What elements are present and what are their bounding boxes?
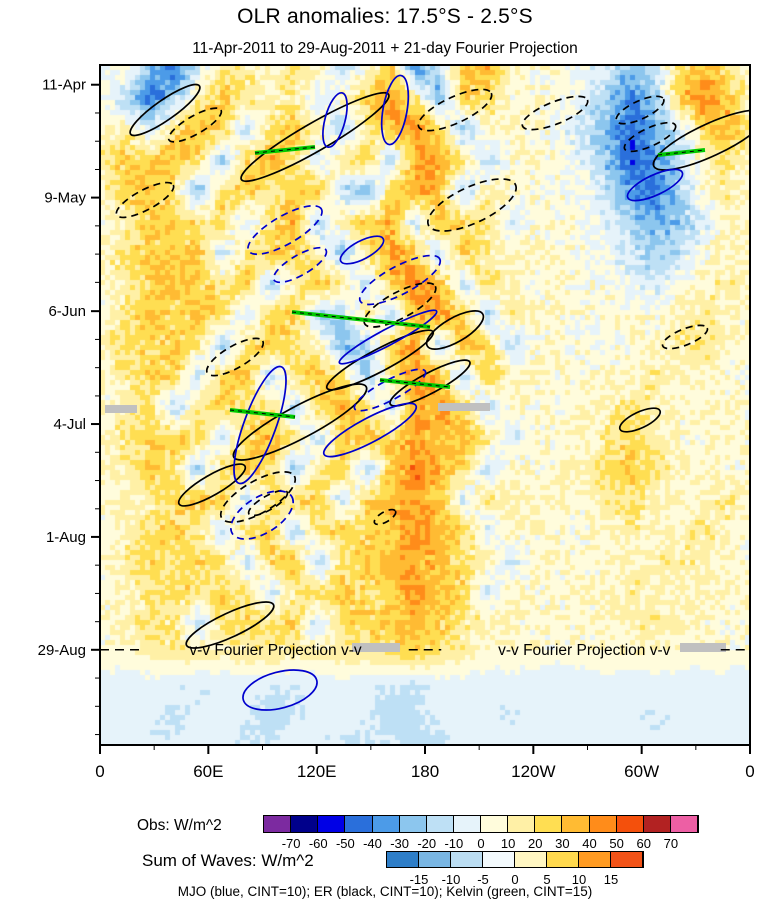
colorbar-segment [547,852,579,867]
colorbar-tick-label: 10 [571,872,587,887]
colorbar-tick-label: 20 [528,836,543,851]
y-tick-label: 11-Apr [42,77,86,94]
colorbar-tick-label: 0 [477,836,485,851]
colorbar-tick-label: -10 [444,836,464,851]
waves-colorbar: -15 -10 -5 0 5 10 15 [386,851,644,887]
colorbar-segment [579,852,611,867]
y-tick-label: 9-May [44,190,86,207]
colorbar-segment [589,816,617,832]
colorbar-segment [419,852,451,867]
colorbar-segment [643,816,671,832]
colorbar-tick-label: -10 [441,872,461,887]
colorbar-tick-label: -70 [281,836,301,851]
colorbar-tick-label: 30 [555,836,570,851]
waves-colorbar-label: Sum of Waves: W/m^2 [142,851,314,870]
colorbar-segment [399,816,427,832]
colorbar-tick-label: 50 [609,836,624,851]
colorbar-segment [515,852,547,867]
colorbar-tick-label: 5 [543,872,551,887]
colorbar-segment [611,852,643,867]
colorbar-segment [345,816,373,832]
colorbar-tick-label: 70 [663,836,679,851]
chart-subtitle: 11-Apr-2011 to 29-Aug-2011 + 21-day Four… [192,40,578,57]
anomaly-field-canvas [100,65,750,745]
y-tick-label: 4-Jul [53,416,86,433]
colorbar-tick-label: -5 [477,872,489,887]
x-tick-label: 60E [193,762,223,781]
x-tick-label: 120E [297,762,337,781]
colorbar-tick-label: -15 [409,872,429,887]
colorbar-segment [508,816,536,832]
colorbar-tick-label: -30 [390,836,410,851]
colorbar-segment [535,816,563,832]
colorbar-tick-label: 10 [500,836,516,851]
obs-colorbar-label: Obs: W/m^2 [137,817,222,834]
colorbar-tick-label: 15 [603,872,619,887]
colorbar-segment [616,816,644,832]
colorbar-tick-label: 40 [582,836,597,851]
x-tick-label: 0 [745,762,754,781]
legend-footnote: MJO (blue, CINT=10); ER (black, CINT=10)… [177,884,593,899]
colorbar-tick-label: -60 [308,836,328,851]
colorbar-segment [372,816,400,832]
colorbar-segment [483,852,515,867]
colorbar-segment [426,816,454,832]
colorbar-segment [481,816,509,832]
colorbar-segment [387,852,419,867]
colorbar-tick-label: -20 [417,836,437,851]
colorbar-segment [451,852,483,867]
colorbar-segment [291,816,319,832]
colorbar-segment [264,816,292,832]
colorbar-segment [562,816,590,832]
colorbar-tick-label: 0 [511,872,519,887]
colorbar-tick-label: 60 [636,836,651,851]
x-tick-label: 60W [624,762,659,781]
colorbar-segment [453,816,481,832]
x-tick-label: 180 [411,762,439,781]
y-tick-label: 1-Aug [46,529,86,546]
colorbar-tick-label: -50 [335,836,355,851]
y-tick-label: 29-Aug [38,642,86,659]
obs-colorbar: -70 -60 -50 -40 -30 -20 -10 0 10 20 30 40 50 60 70 [263,815,699,851]
x-tick-label: 120W [511,762,555,781]
y-tick-label: 6-Jun [48,303,86,320]
colorbar-segment [670,816,698,832]
chart-title: OLR anomalies: 17.5°S - 2.5°S [237,5,533,28]
colorbar-tick-label: -40 [363,836,382,851]
x-tick-label: 0 [95,762,104,781]
colorbar-segment [318,816,346,832]
